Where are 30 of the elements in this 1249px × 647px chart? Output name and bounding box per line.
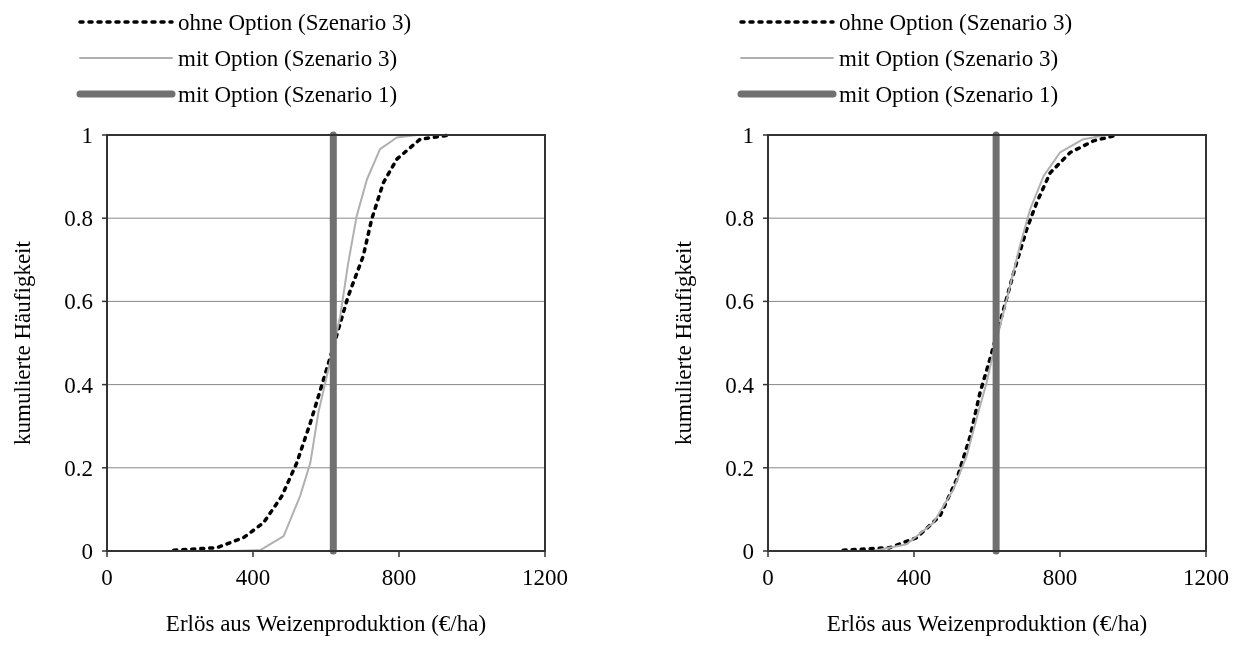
legend-label: mit Option (Szenario 3) [839,46,1059,71]
legend-label: mit Option (Szenario 1) [839,82,1059,107]
y-tick-label: 0.8 [725,206,754,232]
legend-label: mit Option (Szenario 3) [178,46,398,71]
x-tick-label: 400 [235,565,271,590]
y-tick-label: 0.8 [64,206,93,232]
y-tick-label: 0.2 [64,455,93,481]
y-axis-title: kumulierte Häufigkeit [10,240,35,445]
y-tick-label: 0.6 [64,289,93,315]
y-tick-label: 0.4 [64,372,94,398]
x-tick-label: 800 [1042,565,1078,590]
y-tick-label: 0.2 [725,455,754,481]
y-tick-label: 0 [81,539,93,564]
x-axis-title: Erlös aus Weizenproduktion (€/ha) [165,611,487,636]
y-tick-label: 0.4 [725,372,755,398]
x-tick-label: 800 [381,565,417,590]
y-axis-title: kumulierte Häufigkeit [671,240,696,445]
y-tick-label: 0 [742,539,754,564]
legend-label: ohne Option (Szenario 3) [178,10,412,35]
x-axis-title: Erlös aus Weizenproduktion (€/ha) [826,611,1148,636]
x-tick-label: 0 [762,565,774,590]
x-tick-label: 400 [896,565,932,590]
x-tick-label: 0 [101,565,113,590]
y-tick-label: 1 [81,123,93,148]
legend-label: mit Option (Szenario 1) [178,82,398,107]
x-tick-label: 1200 [522,565,568,590]
y-tick-label: 1 [742,123,754,148]
legend-label: ohne Option (Szenario 3) [839,10,1073,35]
y-tick-label: 0.6 [725,289,754,315]
x-tick-label: 1200 [1183,565,1229,590]
